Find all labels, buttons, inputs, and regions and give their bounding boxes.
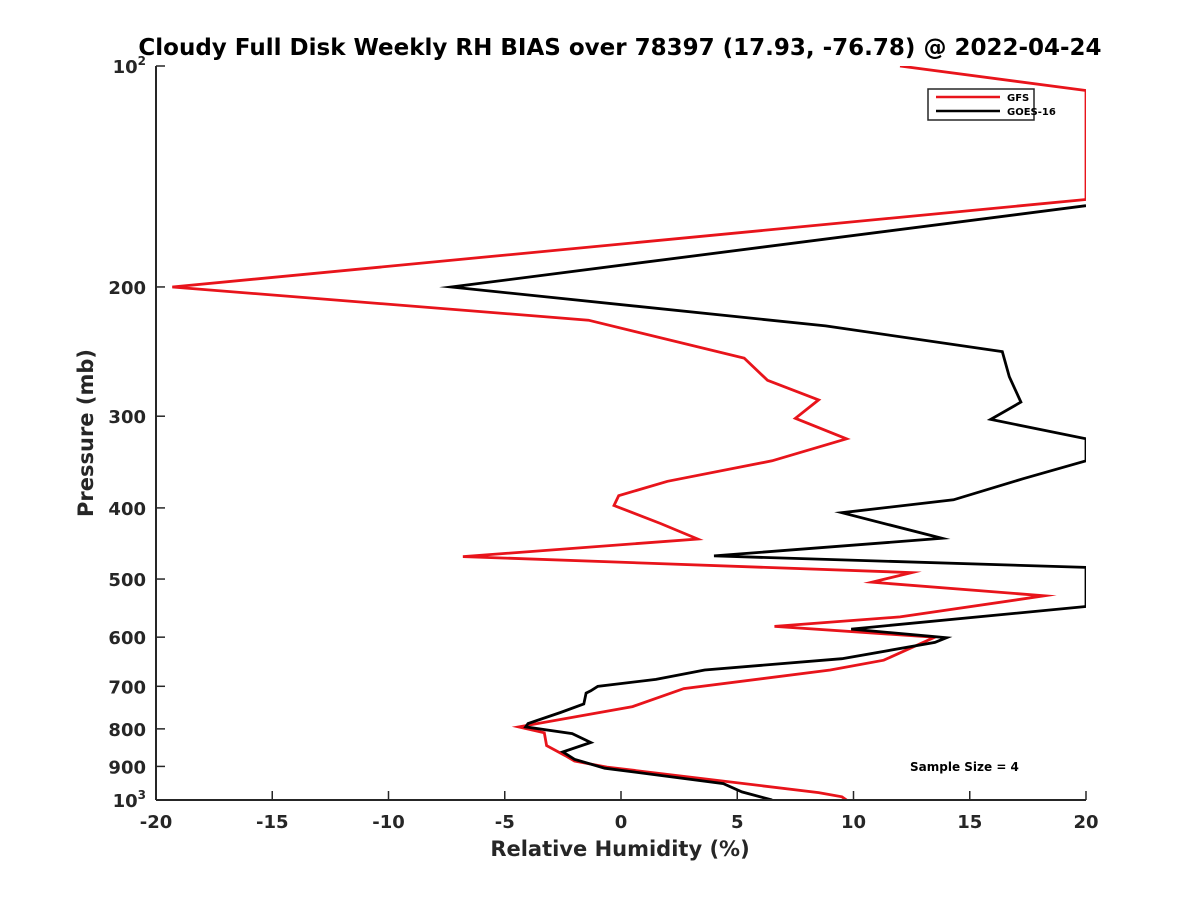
y-tick-label: 900 <box>108 757 146 778</box>
x-tick-label: 0 <box>615 812 628 833</box>
y-tick-label: 800 <box>108 720 146 741</box>
series-layer <box>172 66 1086 800</box>
x-tick-label: -20 <box>140 812 173 833</box>
y-tick-label: 300 <box>108 407 146 428</box>
x-tick-label: 15 <box>957 812 982 833</box>
series-line-goes16 <box>439 204 1086 800</box>
y-tick-label: 103 <box>113 788 146 812</box>
x-tick-label: -15 <box>256 812 289 833</box>
y-axis-ticks: 102 200 300 400 500 600 700 800 900 103 <box>108 54 165 812</box>
series-line-gfs <box>172 66 1086 800</box>
x-tick-label: -10 <box>372 812 405 833</box>
x-axis-ticks: -20 -15 -10 -5 0 5 10 15 20 <box>140 791 1099 833</box>
y-tick-label: 102 <box>113 54 146 78</box>
x-tick-label: 20 <box>1073 812 1098 833</box>
x-tick-label: -5 <box>495 812 515 833</box>
y-tick-label: 600 <box>108 628 146 649</box>
x-tick-label: 10 <box>841 812 866 833</box>
y-tick-label: 500 <box>108 570 146 591</box>
legend: GFS GOES-16 <box>927 88 1056 121</box>
x-tick-label: 5 <box>731 812 744 833</box>
legend-box <box>927 88 1035 121</box>
y-tick-label: 200 <box>108 278 146 299</box>
legend-label-goes16: GOES-16 <box>1007 107 1056 118</box>
y-tick-label: 400 <box>108 499 146 520</box>
legend-label-gfs: GFS <box>1007 93 1029 104</box>
sample-size-annotation: Sample Size = 4 <box>910 760 1019 774</box>
y-tick-label: 700 <box>108 677 146 698</box>
y-axis-label: Pressure (mb) <box>74 349 98 517</box>
chart-title: Cloudy Full Disk Weekly RH BIAS over 783… <box>138 35 1101 61</box>
x-axis-label: Relative Humidity (%) <box>490 837 749 861</box>
